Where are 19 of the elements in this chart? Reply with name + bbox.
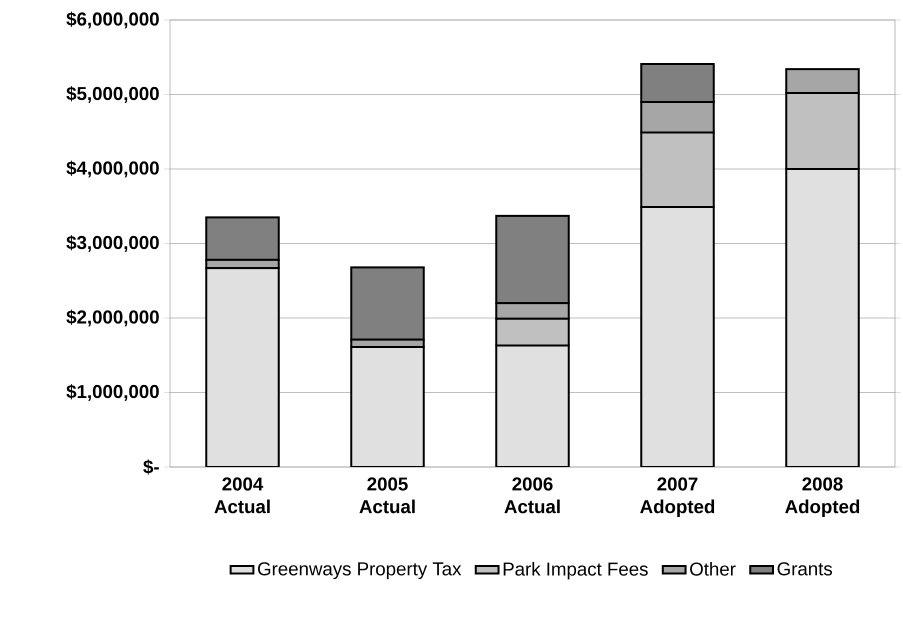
bar: [205, 267, 280, 467]
y-tick-label: $4,000,000: [66, 160, 159, 178]
y-tick-label: $1,000,000: [66, 384, 159, 401]
legend-label: Grants: [778, 562, 832, 576]
x-tick-label: 2008 Adopted: [785, 477, 860, 517]
y-tick-label: $3,000,000: [66, 235, 159, 252]
legend-label: Other: [690, 562, 736, 576]
legend-label: Greenways Property Tax: [258, 562, 462, 580]
y-tick-label: $-: [143, 459, 159, 475]
y-tick-label: $6,000,000: [66, 12, 159, 28]
legend-label: Park Impact Fees: [504, 562, 648, 580]
y-tick-label: $2,000,000: [66, 310, 159, 326]
bar: [350, 346, 425, 467]
x-tick-label: 2007 Adopted: [640, 477, 714, 517]
x-tick-label: 2006 Actual: [504, 477, 560, 514]
y-tick-label: $5,000,000: [66, 86, 159, 103]
bar: [495, 344, 570, 467]
x-tick-label: 2005 Actual: [359, 477, 415, 514]
x-tick-label: 2004 Actual: [214, 477, 270, 514]
